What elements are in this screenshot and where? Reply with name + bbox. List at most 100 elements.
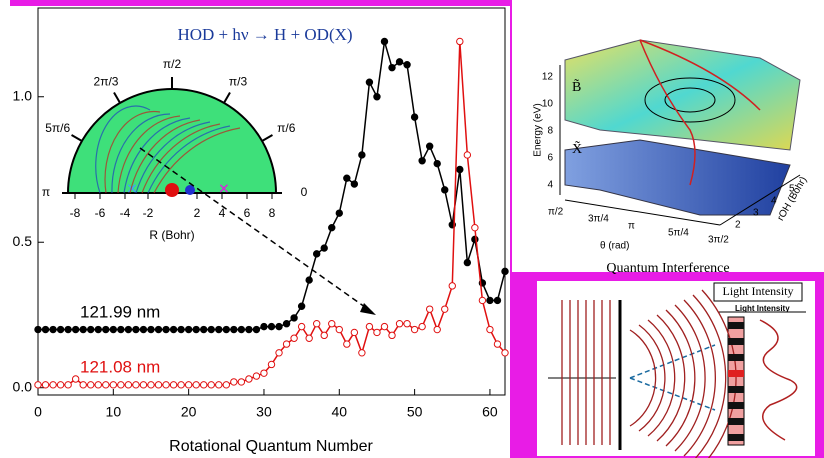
- point: [154, 381, 163, 389]
- point: [56, 381, 65, 389]
- point: [425, 305, 434, 313]
- energy-tick: 6: [547, 153, 553, 164]
- point: [365, 78, 374, 86]
- dark-fringe: [728, 402, 744, 409]
- r-label: R (Bohr): [149, 228, 194, 242]
- point: [102, 325, 110, 334]
- point: [267, 322, 276, 331]
- point: [486, 325, 494, 334]
- point: [425, 142, 434, 150]
- point: [290, 314, 298, 322]
- point: [79, 381, 87, 389]
- point: [117, 381, 125, 389]
- point: [87, 381, 95, 389]
- angle-label: 2π/3: [94, 74, 119, 88]
- y-tick-label: 0.5: [13, 233, 33, 249]
- point: [184, 325, 193, 334]
- point: [456, 37, 464, 46]
- diffracted-wave: [656, 314, 686, 442]
- point: [275, 322, 283, 331]
- point: [71, 325, 80, 334]
- point: [139, 325, 148, 334]
- point: [184, 381, 193, 389]
- point: [41, 381, 50, 389]
- point: [463, 151, 472, 159]
- point: [501, 267, 509, 276]
- point: [245, 325, 253, 334]
- r-tick-label: 8: [269, 206, 276, 220]
- diffracted-wave: [629, 329, 657, 427]
- point: [297, 322, 306, 331]
- point: [94, 325, 102, 334]
- point: [471, 223, 479, 232]
- point: [94, 381, 102, 389]
- main-panel-corner: [0, 0, 10, 6]
- energy-tick: 12: [542, 72, 554, 83]
- wave-arc: [117, 115, 181, 194]
- point: [109, 325, 118, 334]
- r-tick: 3: [753, 208, 759, 219]
- point: [230, 325, 238, 334]
- theta-tick: 5π/4: [668, 228, 689, 239]
- angle-tick: [223, 92, 231, 104]
- series-label: 121.99 nm: [80, 302, 160, 321]
- point: [124, 325, 133, 334]
- point: [139, 381, 148, 389]
- point: [192, 381, 200, 389]
- point: [290, 334, 298, 342]
- r-tick: 4: [771, 196, 777, 207]
- point: [34, 381, 42, 389]
- point: [365, 322, 374, 331]
- point: [132, 325, 140, 334]
- point: [335, 209, 343, 217]
- trajectory: [639, 39, 696, 186]
- wave-arc: [111, 113, 171, 194]
- r-tick-label: 2: [194, 206, 201, 220]
- y-tick-label: 1.0: [13, 87, 33, 103]
- series-label: 121.08 nm: [80, 357, 160, 376]
- arrow-head: [360, 303, 376, 315]
- point: [433, 159, 441, 168]
- point: [478, 296, 487, 305]
- point: [132, 381, 140, 389]
- wave-arc: [123, 117, 191, 194]
- r-tick-label: 6: [244, 206, 251, 220]
- point: [147, 325, 155, 334]
- diffracted-wave: [665, 309, 696, 447]
- marker-left: ✕: [126, 181, 138, 197]
- main-panel: [0, 6, 510, 458]
- point: [463, 258, 472, 267]
- r-axis: [719, 174, 801, 226]
- point: [109, 381, 118, 389]
- wave-arc: [141, 123, 221, 194]
- point: [260, 369, 268, 377]
- wave-arc: [135, 121, 211, 194]
- point: [177, 381, 185, 389]
- atom-o: [165, 183, 179, 197]
- label-box: [713, 282, 803, 302]
- dark-fringe: [728, 354, 744, 361]
- point: [34, 325, 42, 334]
- contour: [664, 87, 716, 113]
- point: [493, 340, 502, 348]
- point: [448, 282, 456, 290]
- point: [380, 37, 389, 46]
- marker-right: ✕: [218, 181, 230, 197]
- point: [64, 325, 72, 334]
- theta-tick: 3π/2: [708, 235, 729, 246]
- point: [486, 296, 494, 305]
- point: [192, 325, 200, 334]
- point: [215, 325, 223, 334]
- point: [200, 381, 208, 389]
- angle-tick: [113, 92, 121, 104]
- upper-surface: [564, 39, 801, 151]
- x-tick-label: 20: [181, 404, 197, 420]
- bar-label: Light Intensity: [735, 304, 790, 313]
- r-tick-label: -6: [95, 206, 106, 220]
- point: [433, 325, 441, 334]
- point: [335, 325, 343, 334]
- angle-label: π/2: [163, 57, 182, 71]
- wave-arc: [95, 105, 151, 194]
- point: [162, 381, 170, 389]
